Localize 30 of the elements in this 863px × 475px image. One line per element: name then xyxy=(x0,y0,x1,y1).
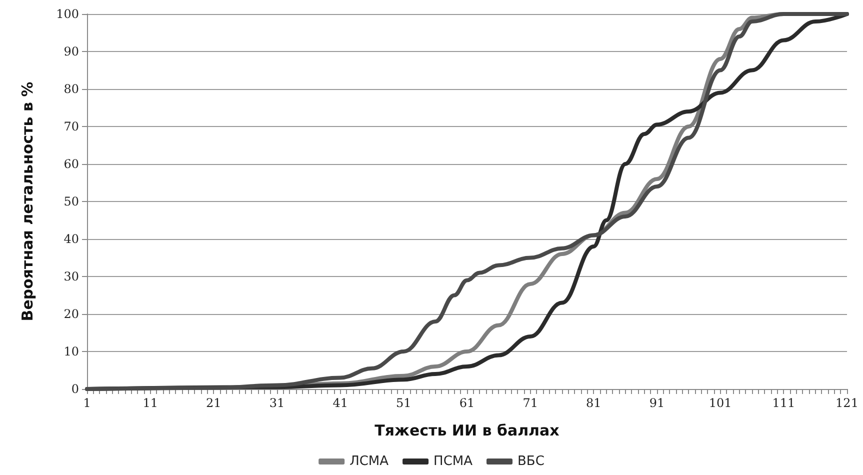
x-tick-label: 1 xyxy=(83,396,91,410)
x-tick-label: 11 xyxy=(142,396,158,410)
x-tick-label: 71 xyxy=(522,396,538,410)
line-series xyxy=(85,12,849,391)
x-tick-label: 101 xyxy=(708,396,732,410)
y-tick-label: 40 xyxy=(64,232,79,246)
y-tick-label: 50 xyxy=(64,194,79,208)
y-tick-label: 30 xyxy=(64,270,79,284)
y-tick-label: 70 xyxy=(64,120,79,134)
x-tick-label: 111 xyxy=(772,396,796,410)
y-axis-title: Вероятная летальность в % xyxy=(18,82,36,322)
x-tick-label: 81 xyxy=(586,396,602,410)
y-tick-label: 60 xyxy=(64,157,79,171)
legend-label: ПСМА xyxy=(434,454,473,469)
x-axis-title: Тяжесть ИИ в баллах xyxy=(374,422,560,440)
x-tick-label: 41 xyxy=(332,396,348,410)
y-tick-label: 10 xyxy=(64,344,79,358)
legend-label: ВБС xyxy=(518,454,544,469)
x-tick-label: 61 xyxy=(459,396,475,410)
y-tick-label: 90 xyxy=(64,44,79,58)
y-tick-label: 100 xyxy=(56,7,79,21)
y-tick-label: 0 xyxy=(71,382,79,396)
x-tick-label: 31 xyxy=(269,396,285,410)
x-tick-label: 21 xyxy=(206,396,222,410)
y-tick-label: 20 xyxy=(64,307,79,321)
x-tick-label: 51 xyxy=(396,396,412,410)
x-tick-label: 91 xyxy=(649,396,665,410)
x-tick-label: 121 xyxy=(836,396,858,410)
legend-label: ЛСМА xyxy=(350,454,389,469)
y-tick-label: 80 xyxy=(64,82,79,96)
